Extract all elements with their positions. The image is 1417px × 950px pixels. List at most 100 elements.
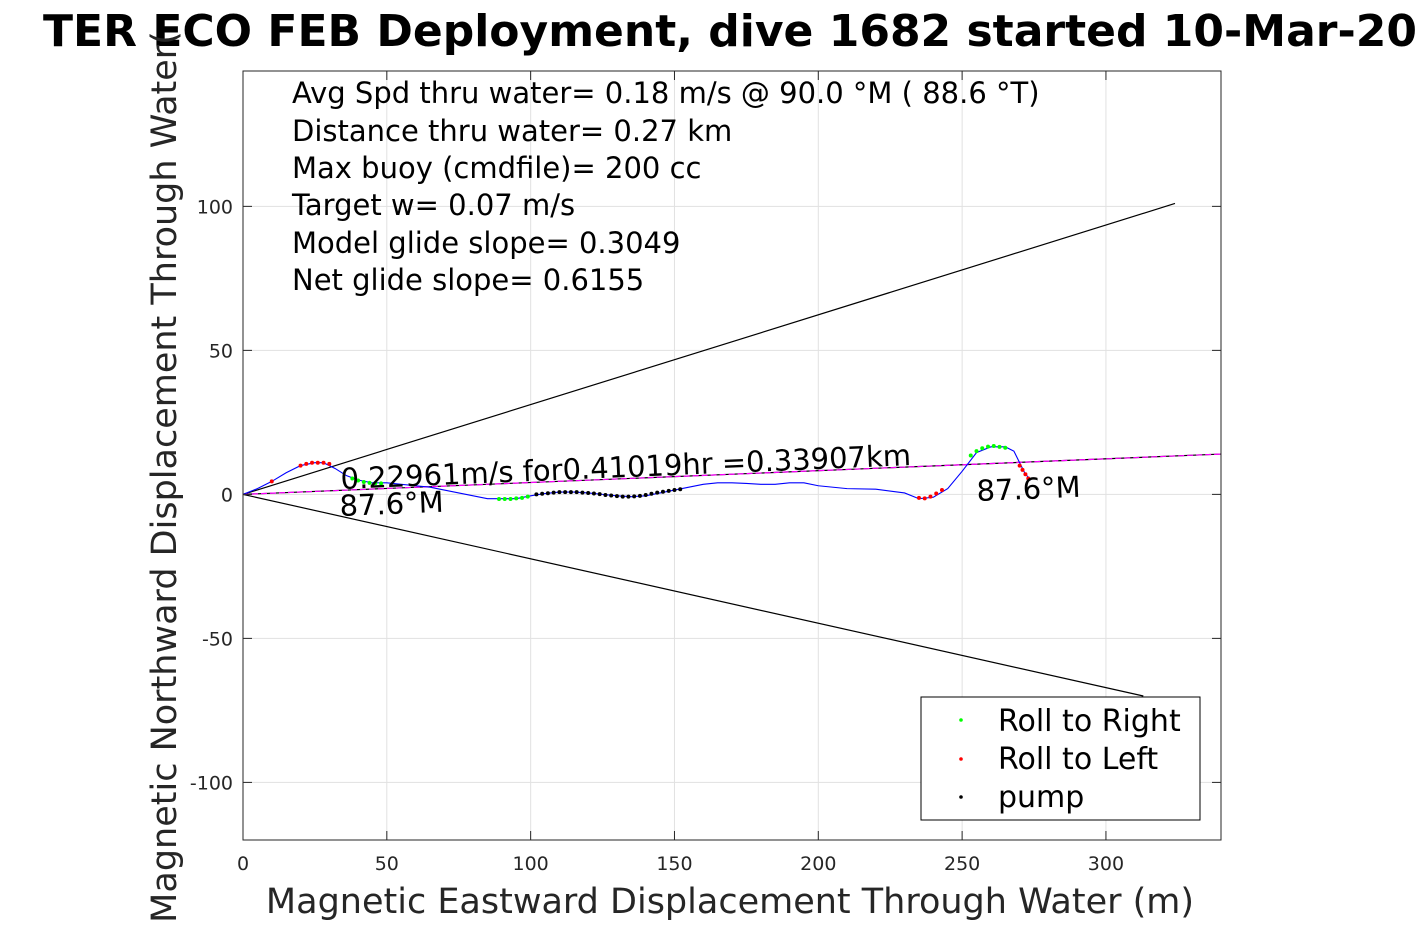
roll-to-right-point [974,449,979,454]
pump-point [626,494,631,499]
legend-box [920,696,1201,821]
info-line: Target w= 0.07 m/s [291,188,575,222]
roll-to-left-point [939,488,944,493]
roll-to-left-point [269,479,274,484]
y-axis-label: Magnetic Northward Displacement Through … [145,31,185,923]
info-line: Max buoy (cmdfile)= 200 cc [292,151,701,185]
pump-point [660,489,665,494]
x-axis-label: Magnetic Eastward Displacement Through W… [266,882,1194,922]
grid [242,71,1221,840]
pump-point [586,490,591,495]
pump-point [666,488,671,493]
pump-point [563,490,568,495]
heading-annotation-left: 87.6°M [339,485,444,523]
x-tick-label: 200 [800,853,836,875]
pump-point [678,487,683,492]
roll-to-right-point [361,479,366,484]
pump-point [534,492,539,497]
roll-to-left-point [1023,472,1028,477]
net-displacement-line [242,453,1222,495]
x-tick-label: 300 [1088,853,1124,875]
pump-point [655,490,660,495]
roll-to-left-point [304,461,309,466]
info-text: Avg Spd thru water= 0.18 m/s @ 90.0 °M (… [291,76,1040,297]
y-tick-label: 0 [221,484,233,506]
info-line: Distance thru water= 0.27 km [292,114,732,148]
roll-to-left-point [1020,467,1025,472]
roll-to-right-point [514,496,519,501]
pump-point [603,492,608,497]
roll-to-left-point [327,461,332,466]
x-tick-label: 100 [513,853,549,875]
heading-annotation-right: 87.6°M [976,470,1081,508]
info-line: Model glide slope= 0.3049 [292,226,680,260]
x-tick-label: 250 [944,853,980,875]
roll-to-left-point [321,460,326,465]
legend-label-roll-right: Roll to Right [998,704,1181,739]
y-tick-label: 100 [197,196,233,218]
chart-title: TER ECO FEB Deployment, dive 1682 starte… [43,6,1417,57]
pump-point [551,490,556,495]
legend-marker-pump [959,795,963,799]
cone-upper-line [242,202,1176,495]
roll-to-right-point [379,481,384,486]
roll-to-right-point [497,496,502,501]
pump-point [568,490,573,495]
roll-to-left-point [315,460,320,465]
roll-to-right-point [367,480,372,485]
roll-to-right-point [968,453,973,458]
info-line: Net glide slope= 0.6155 [292,263,644,297]
roll-to-left-point [928,494,933,499]
pump-point [557,490,562,495]
roll-to-left-point [298,463,303,468]
x-tick-label: 50 [375,853,399,875]
legend-marker-roll-right [959,718,963,722]
pump-point [672,488,677,493]
data-series [242,443,1032,501]
plot-frame [242,70,1222,841]
legend: Roll to Right Roll to Left pump [920,696,1201,821]
pump-point [580,490,585,495]
pump-point [591,491,596,496]
pump-point [597,492,602,497]
pump-point [620,494,625,499]
x-tick-label: 0 [237,853,249,875]
pump-point [637,493,642,498]
roll-to-right-point [986,444,991,449]
roll-to-right-point [525,494,530,499]
roll-to-right-point [350,476,355,481]
pump-point [614,494,619,499]
roll-to-right-point [520,495,525,500]
roll-to-right-point [502,496,507,501]
legend-label-pump: pump [998,780,1084,815]
roll-to-left-point [922,496,927,501]
roll-to-right-point [373,481,378,486]
roll-to-right-point [997,444,1002,449]
pump-point [632,494,637,499]
reference-lines [242,202,1222,697]
roll-to-right-point [508,496,513,501]
roll-to-right-point [356,478,361,483]
roll-to-left-point [916,495,921,500]
pump-point [574,490,579,495]
roll-to-right-point [980,446,985,451]
pump-point [609,493,614,498]
y-tick-label: -50 [202,628,233,650]
roll-to-right-point [1003,445,1008,450]
ticks: 0 50 100 150 200 250 300 -100 -50 0 50 100 [190,71,1221,875]
pump-point [643,492,648,497]
x-tick-label: 150 [656,853,692,875]
legend-marker-roll-left [959,757,963,761]
y-tick-label: 50 [209,340,233,362]
cone-lower-line [242,493,1144,697]
roll-to-left-point [310,460,315,465]
roll-to-left-point [934,491,939,496]
roll-to-left-point [1026,476,1031,481]
pump-point [540,491,545,496]
roll-to-left-point [1017,463,1022,468]
roll-to-right-point [991,443,996,448]
legend-label-roll-left: Roll to Left [998,742,1158,777]
pump-point [545,491,550,496]
